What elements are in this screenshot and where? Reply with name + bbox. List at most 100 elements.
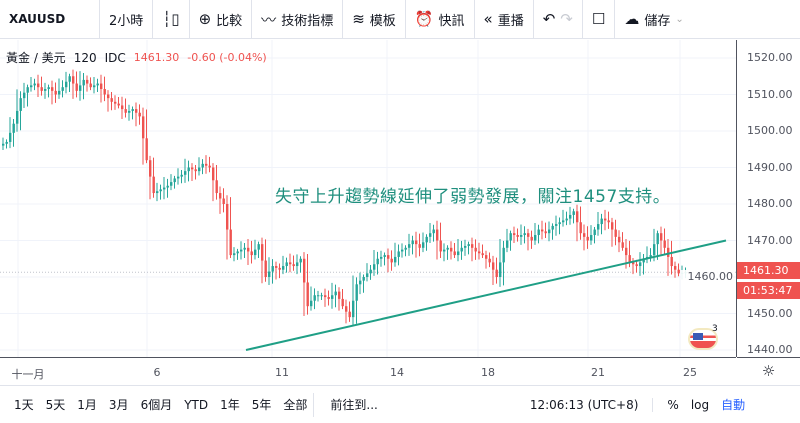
- price-tick: 1490.00: [747, 160, 793, 174]
- candle-body: [404, 247, 407, 250]
- candle-body: [93, 85, 96, 88]
- candle-body: [16, 110, 19, 124]
- candle-body: [51, 87, 54, 91]
- candle-body: [12, 123, 15, 133]
- range-1[interactable]: 5天: [45, 398, 66, 412]
- candle-body: [418, 244, 421, 248]
- candle-body: [408, 244, 411, 248]
- candle-body: [282, 266, 285, 270]
- candle-body: [44, 89, 47, 91]
- candle-body: [152, 176, 155, 194]
- goto-date-button[interactable]: 前往到...: [330, 398, 378, 412]
- price-chart[interactable]: [0, 40, 736, 357]
- indicators-button[interactable]: 〰技術指標: [252, 0, 344, 39]
- range-6[interactable]: 1年: [220, 398, 240, 412]
- candle-body: [607, 220, 610, 223]
- candle-body: [544, 231, 547, 234]
- candle-body: [429, 233, 432, 237]
- candle-body: [590, 235, 593, 241]
- candle-body: [54, 90, 57, 95]
- candle-body: [450, 247, 453, 252]
- candle-body: [247, 247, 250, 252]
- countdown-tag: 01:53:47: [737, 282, 800, 299]
- candle-body: [660, 233, 663, 241]
- templates-button[interactable]: ≋ 模板: [343, 0, 406, 39]
- undo-icon[interactable]: ↶: [542, 10, 556, 28]
- settings-icon[interactable]: ☼: [737, 357, 800, 385]
- candle-body: [261, 244, 264, 261]
- candle-body: [75, 83, 78, 91]
- alert-button[interactable]: ⏰ 快訊: [406, 0, 475, 39]
- candle-body: [537, 229, 540, 236]
- clock[interactable]: 12:06:13 (UTC+8): [524, 397, 654, 412]
- range-5[interactable]: YTD: [184, 397, 209, 412]
- square-icon: ☐: [591, 10, 606, 28]
- alarm-icon: ⏰: [414, 10, 434, 28]
- candle-body: [362, 277, 365, 281]
- range-8[interactable]: 全部: [283, 398, 308, 412]
- candle-body: [142, 116, 145, 139]
- redo-icon[interactable]: ↷: [560, 10, 573, 28]
- candle-body: [436, 229, 439, 241]
- candle-body: [565, 218, 568, 221]
- log-toggle[interactable]: log: [690, 397, 710, 412]
- candle-body: [495, 269, 498, 277]
- replay-button[interactable]: «重播: [475, 0, 534, 39]
- candle-body: [40, 87, 43, 91]
- interval-button[interactable]: 2小時: [100, 0, 154, 39]
- candle-body: [513, 233, 516, 236]
- range-4[interactable]: 6個月: [140, 398, 173, 412]
- range-2[interactable]: 1月: [77, 398, 97, 412]
- candle-body: [432, 229, 435, 234]
- candle-body: [173, 178, 176, 183]
- price-tick: 1450.00: [747, 306, 793, 320]
- replay-label: 重播: [497, 13, 524, 29]
- templates-label: 模板: [369, 13, 396, 29]
- compare-label: 比較: [216, 13, 243, 29]
- candle-body: [369, 269, 372, 274]
- candle-body: [23, 92, 26, 99]
- candle-body: [604, 218, 607, 221]
- candle-body: [9, 132, 12, 142]
- candle-body: [254, 249, 257, 256]
- candle-body: [446, 247, 449, 250]
- candle-body: [527, 233, 530, 237]
- candle-body: [226, 204, 229, 230]
- candle-body: [460, 247, 463, 252]
- time-tick: 6: [153, 366, 161, 379]
- compare-button[interactable]: ⊕ 比較: [190, 0, 253, 39]
- range-0[interactable]: 1天: [14, 398, 34, 412]
- candle-body: [268, 271, 271, 277]
- candle-body: [257, 244, 260, 250]
- range-7[interactable]: 5年: [251, 398, 272, 412]
- candle-body: [2, 143, 5, 146]
- save-button[interactable]: ☁ 儲存 ⌄: [615, 0, 692, 39]
- candle-body: [107, 94, 110, 99]
- chevron-down-icon[interactable]: ⌄: [675, 13, 684, 25]
- fullscreen-button[interactable]: ☐: [583, 0, 616, 39]
- candle-body: [562, 220, 565, 223]
- percent-toggle[interactable]: %: [667, 397, 679, 412]
- price-tick: 1480.00: [747, 197, 793, 210]
- candle-body: [579, 222, 582, 234]
- time-axis[interactable]: 十一月 6 11 14 18 21 25: [0, 357, 736, 385]
- legend-price: 1461.30: [133, 51, 180, 64]
- candle-body: [534, 235, 537, 241]
- chart-type-button[interactable]: ┆▯: [153, 0, 190, 39]
- candle-body: [82, 79, 85, 86]
- auto-toggle[interactable]: 自動: [721, 398, 746, 412]
- candle-body: [667, 247, 670, 257]
- candle-body: [121, 105, 124, 110]
- time-tick: 十一月: [11, 368, 45, 381]
- candle-body: [397, 251, 400, 257]
- candle-body: [516, 235, 519, 237]
- candle-body: [327, 297, 330, 299]
- legend-interval: 120: [73, 50, 97, 65]
- price-axis[interactable]: 1461.30 01:53:47 1520.00 1510.00 1500.00 14…: [681, 40, 800, 357]
- range-3[interactable]: 3月: [108, 398, 129, 412]
- symbol-search[interactable]: XAUUSD: [0, 0, 100, 39]
- us-flag-event-icon[interactable]: [688, 328, 718, 350]
- price-tick: 1440.00: [747, 343, 793, 356]
- candle-body: [30, 85, 33, 88]
- candle-body: [114, 101, 117, 104]
